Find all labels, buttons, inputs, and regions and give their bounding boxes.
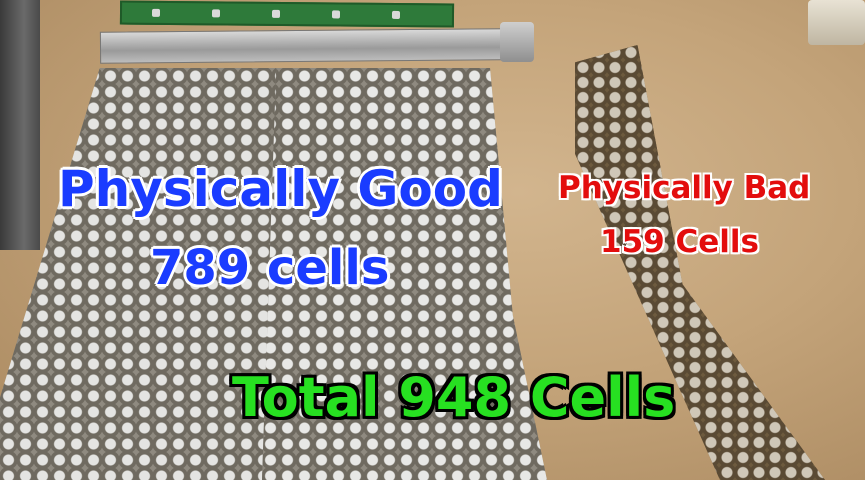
total-cells-caption: Total 948 Cells (232, 366, 676, 429)
pcb-component (331, 10, 341, 19)
wall-edge (0, 0, 40, 250)
metal-bus-bar (99, 28, 503, 64)
pcb-component (271, 9, 281, 18)
bad-cells-heading: Physically Bad (558, 170, 811, 206)
corner-device (808, 0, 865, 45)
good-cells-heading: Physically Good (58, 160, 503, 218)
pcb-component (391, 10, 401, 19)
pcb-component (151, 8, 161, 17)
pcb-component (211, 9, 221, 18)
bad-cells-count: 159 Cells (600, 224, 759, 260)
good-cells-count: 789 cells (150, 240, 390, 296)
bus-bar-connector (500, 22, 534, 62)
circuit-board-strip (119, 0, 455, 28)
